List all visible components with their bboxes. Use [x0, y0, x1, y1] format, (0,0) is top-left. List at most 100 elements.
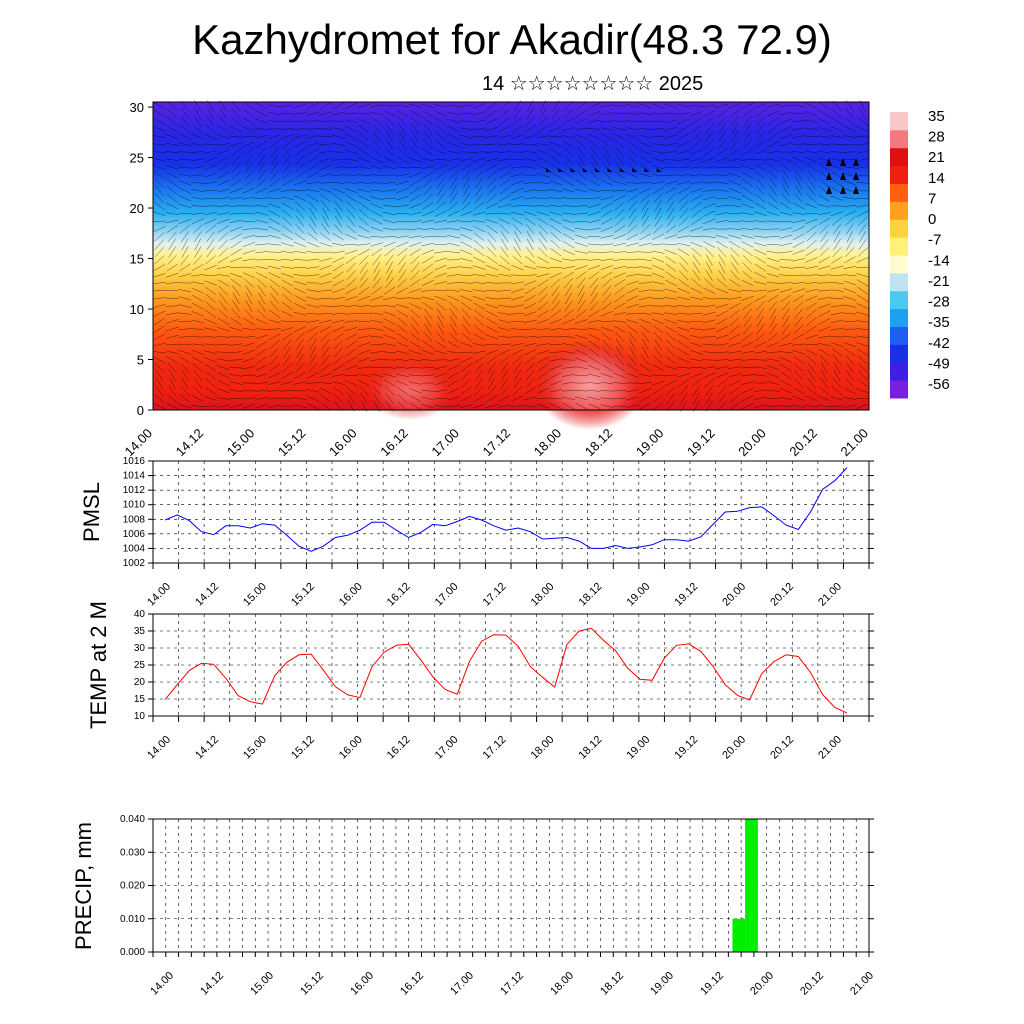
x-tick-label: 14.12: [193, 734, 221, 762]
x-tick-label: 21.00: [816, 734, 844, 762]
colorbar-label: -14: [928, 252, 950, 269]
y-tick-label: 0: [137, 403, 144, 418]
colorbar-label: 0: [928, 211, 936, 228]
x-tick-label: 17.12: [481, 734, 509, 762]
colorbar-segment: [890, 380, 908, 399]
colorbar-segment: [890, 344, 908, 363]
colorbar-label: -7: [928, 232, 941, 249]
x-tick-label: 20.12: [786, 426, 820, 460]
x-tick-label: 19.00: [648, 970, 676, 998]
wind-barb-flag: [840, 158, 846, 166]
temp-axis-label: TEMP at 2 M: [86, 601, 111, 729]
wind-barb-flag: [826, 186, 832, 194]
wind-barb-flag: [558, 168, 564, 172]
x-tick-label: 17.12: [480, 426, 514, 460]
x-tick-label: 19.12: [672, 581, 700, 609]
colorbar-label: 28: [928, 129, 945, 146]
x-tick-label: 14.00: [145, 734, 173, 762]
x-tick-label: 19.12: [684, 426, 718, 460]
wind-barb-flag: [607, 168, 613, 172]
y-tick-label: 20: [130, 201, 144, 216]
x-tick-label: 18.12: [577, 734, 605, 762]
wind-barb-flag: [644, 168, 650, 172]
precip-axis-label: PRECIP, mm: [71, 822, 96, 950]
pmsl-line: [164, 467, 848, 552]
x-tick-label: 16.00: [337, 734, 365, 762]
colorbar-segment: [890, 237, 908, 256]
colorbar-label: -49: [928, 355, 950, 372]
x-tick-label: 17.12: [498, 970, 526, 998]
wind-barb-flag: [853, 172, 859, 180]
colorbar: 35 28 21 14 7 0 -7 -14 -21 -28 -35 -42 -49 -56: [890, 108, 950, 399]
colorbar-label: -35: [928, 314, 950, 331]
x-tick-label: 18.00: [529, 581, 557, 609]
wind-barb-flag: [826, 172, 832, 180]
colorbar-segment: [890, 129, 908, 149]
y-tick-label: 1014: [123, 471, 146, 482]
colorbar-segment: [890, 183, 908, 202]
x-tick-label: 15.00: [241, 581, 269, 609]
x-tick-label: 14.00: [145, 581, 173, 609]
wind-barb-flag: [826, 158, 832, 166]
x-tick-label: 16.12: [398, 970, 426, 998]
y-tick-label: 25: [130, 151, 144, 166]
x-tick-label: 15.12: [298, 970, 326, 998]
temp-line: [164, 627, 848, 714]
colorbar-label: 21: [928, 149, 945, 166]
y-tick-label: 20: [134, 677, 146, 688]
y-tick-label: 10: [130, 302, 144, 317]
wind-barb-flag: [570, 168, 576, 172]
y-tick-label: 15: [130, 252, 144, 267]
y-tick-label: 30: [130, 100, 144, 115]
x-tick-label: 21.00: [816, 581, 844, 609]
pmsl-axis-label: PMSL: [79, 482, 104, 542]
colorbar-segment: [890, 326, 908, 345]
heatmap-warm-core: [535, 340, 645, 430]
x-tick-label: 20.00: [748, 970, 776, 998]
y-tick-label: 0.030: [120, 847, 145, 858]
x-tick-label: 15.00: [248, 970, 276, 998]
x-tick-label: 15.00: [224, 426, 258, 460]
x-tick-label: 18.12: [577, 581, 605, 609]
colorbar-label: -42: [928, 335, 950, 352]
colorbar-label: -28: [928, 294, 950, 311]
x-tick-label: 16.12: [385, 734, 413, 762]
x-tick-label: 19.00: [624, 581, 652, 609]
x-tick-label: 18.12: [582, 426, 616, 460]
colorbar-label: -56: [928, 376, 950, 393]
colorbar-segment: [890, 290, 908, 310]
x-tick-label: 16.12: [385, 581, 413, 609]
y-tick-label: 1012: [123, 485, 146, 496]
x-tick-label: 14.12: [173, 426, 207, 460]
wind-barb-flag: [656, 168, 662, 172]
y-tick-label: 1004: [123, 543, 146, 554]
y-tick-label: 35: [134, 626, 146, 637]
x-tick-label: 20.00: [720, 734, 748, 762]
x-tick-label: 17.00: [448, 970, 476, 998]
x-tick-label: 18.00: [531, 426, 565, 460]
y-tick-label: 0.000: [120, 947, 145, 958]
y-tick-label: 0.040: [120, 814, 145, 825]
y-tick-label: 1006: [123, 529, 146, 540]
x-tick-label: 19.00: [624, 734, 652, 762]
x-tick-label: 16.00: [337, 581, 365, 609]
x-tick-label: 21.00: [848, 970, 876, 998]
x-tick-label: 20.12: [768, 734, 796, 762]
wind-barb-flag: [840, 186, 846, 194]
x-tick-label: 19.12: [698, 970, 726, 998]
y-tick-label: 10: [134, 711, 146, 722]
x-tick-label: 19.12: [672, 734, 700, 762]
precip-bar: [732, 918, 746, 953]
page-title: Kazhydromet for Akadir(48.3 72.9): [192, 16, 832, 63]
y-tick-label: 1008: [123, 514, 146, 525]
temp-panel: 10 15 20 25 30 35 40 14.00 14.12 15.00 15.12 16.00 1…: [86, 601, 874, 762]
wind-barb-flag: [840, 172, 846, 180]
x-tick-label: 15.12: [289, 581, 317, 609]
y-tick-label: 0.020: [120, 881, 145, 892]
colorbar-segment: [890, 112, 908, 131]
y-tick-label: 40: [134, 609, 146, 620]
x-tick-label: 17.00: [433, 581, 461, 609]
page-subtitle: 14 ☆☆☆☆☆☆☆☆ 2025: [482, 73, 704, 95]
x-tick-label: 15.00: [241, 734, 269, 762]
